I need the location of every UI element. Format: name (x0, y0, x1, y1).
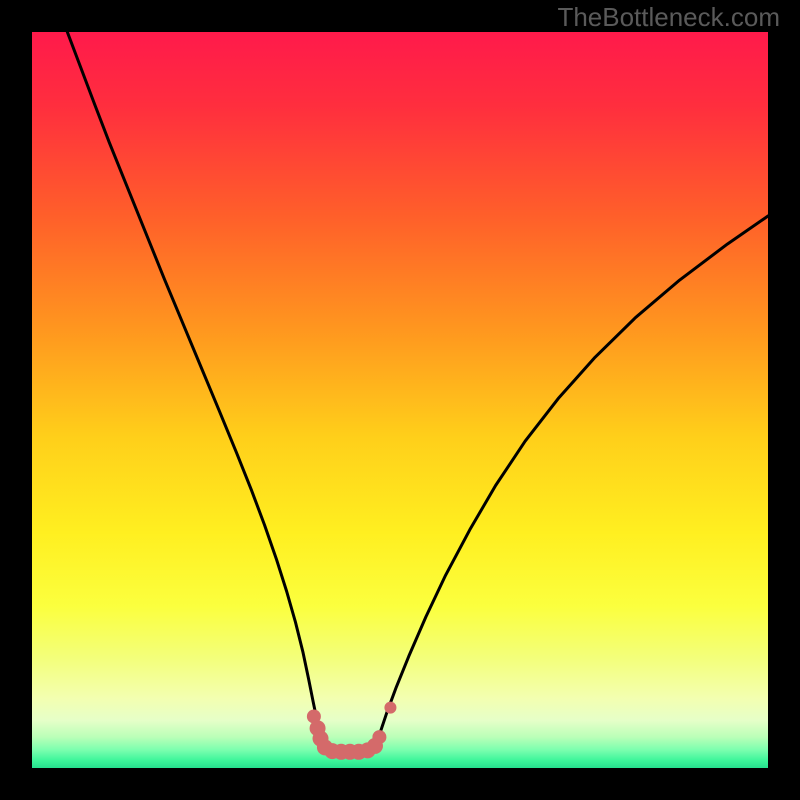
curve-right (380, 216, 768, 733)
curve-left (67, 32, 319, 733)
bottleneck-curve (32, 32, 768, 768)
watermark-text: TheBottleneck.com (557, 2, 780, 33)
valley-marker (384, 702, 396, 714)
chart-frame: TheBottleneck.com (0, 0, 800, 800)
valley-marker (372, 730, 386, 744)
